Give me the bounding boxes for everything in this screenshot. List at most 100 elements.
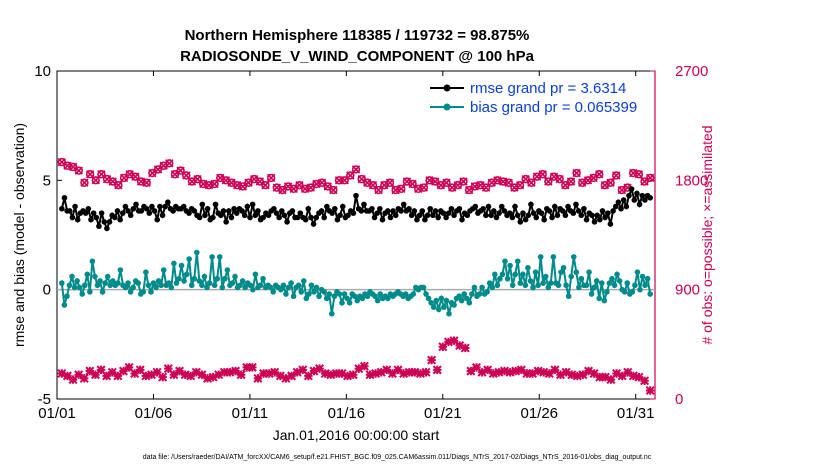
rmse-point <box>104 225 110 232</box>
bias-point <box>191 275 198 282</box>
legend-bias-label: bias grand pr = 0.065399 <box>470 99 637 116</box>
bias-point <box>458 297 465 304</box>
rmse-point <box>117 216 123 223</box>
bias-point <box>466 299 473 306</box>
bias-point <box>410 291 417 297</box>
rmse-point <box>225 208 232 214</box>
bias-point <box>313 284 320 291</box>
x-tick-label: 01/06 <box>135 405 173 422</box>
bias-point <box>87 289 93 295</box>
bias-point <box>247 282 254 289</box>
bias-point <box>61 302 68 308</box>
bias-point <box>433 297 440 304</box>
bias-point <box>280 282 287 289</box>
bias-point <box>492 271 498 278</box>
bias-point <box>629 289 636 295</box>
rmse-point <box>612 203 619 210</box>
bias-point <box>168 284 175 291</box>
rmse-point <box>374 210 381 216</box>
bias-point <box>160 267 167 273</box>
rmse-point <box>61 195 68 201</box>
bias-point <box>346 299 353 306</box>
bias-point <box>288 280 294 286</box>
rmse-point <box>435 214 441 221</box>
possible-point <box>397 184 406 194</box>
assimilated-point <box>320 368 330 378</box>
rmse-point <box>400 201 407 208</box>
rmse-point <box>589 212 595 219</box>
rmse-point <box>310 221 317 227</box>
assimilated-point <box>471 362 481 372</box>
rmse-point <box>623 203 630 210</box>
rmse-point <box>305 205 312 212</box>
assimilated-point <box>146 370 156 380</box>
rmse-point <box>549 214 555 221</box>
rmse-point <box>599 208 606 214</box>
bias-point <box>109 278 116 284</box>
bias-point <box>71 284 78 291</box>
rmse-point <box>573 201 579 208</box>
assimilated-point <box>186 371 196 381</box>
possible-point <box>165 159 174 168</box>
assimilated-point <box>62 371 72 381</box>
bias-point <box>593 278 600 284</box>
rmse-point <box>318 208 325 214</box>
bias-point <box>616 278 623 284</box>
possible-point <box>634 170 644 179</box>
rmse-point <box>297 210 304 216</box>
rmse-point <box>620 197 627 203</box>
assimilated-point <box>253 373 263 383</box>
bias-point <box>260 275 266 282</box>
bias-point <box>76 284 83 291</box>
assimilated-point <box>118 366 128 376</box>
rmse-point <box>154 216 161 223</box>
assimilated-point <box>404 367 414 377</box>
possible-point <box>385 178 395 187</box>
rmse-point <box>520 210 526 216</box>
bias-point <box>267 284 274 291</box>
assimilated-point <box>208 372 218 382</box>
bias-point <box>311 289 317 295</box>
rmse-point <box>443 214 449 221</box>
bias-point <box>522 282 529 289</box>
bias-point <box>359 295 366 302</box>
bias-point <box>74 278 80 284</box>
bias-point <box>308 282 315 289</box>
bias-point <box>59 280 65 286</box>
bias-point <box>494 282 501 289</box>
bias-point <box>130 284 136 291</box>
rmse-point <box>302 216 309 223</box>
rmse-point <box>252 212 259 219</box>
possible-point <box>606 178 615 187</box>
legend-rmse-label: rmse grand pr = 3.6314 <box>470 80 626 97</box>
assimilated-point <box>141 371 151 381</box>
bias-point <box>520 271 526 278</box>
bias-point <box>326 291 333 297</box>
bias-point <box>535 282 541 289</box>
assimilated-point <box>315 364 325 374</box>
bias-point <box>563 282 569 289</box>
rmse-point <box>337 212 343 219</box>
assimilated-point <box>287 371 297 381</box>
bias-point <box>558 269 564 275</box>
rmse-point <box>273 210 280 216</box>
assimilated-point <box>432 365 442 375</box>
bias-point <box>173 280 180 286</box>
bias-point <box>183 271 190 278</box>
assimilated-point <box>292 367 302 377</box>
rmse-point <box>472 203 479 210</box>
rmse-point <box>159 212 166 219</box>
bias-point <box>181 278 187 284</box>
rmse-point <box>551 203 558 210</box>
assimilated-point <box>556 370 566 380</box>
rmse-point <box>69 214 76 221</box>
rmse-point <box>546 208 553 214</box>
rmse-point <box>636 201 643 208</box>
rmse-point <box>618 205 624 212</box>
rmse-point <box>210 214 216 221</box>
bias-point <box>606 280 613 286</box>
right-y-tick-label: 900 <box>675 282 700 299</box>
possible-point <box>595 170 604 179</box>
bias-point <box>570 254 577 260</box>
assimilated-point <box>331 368 341 378</box>
